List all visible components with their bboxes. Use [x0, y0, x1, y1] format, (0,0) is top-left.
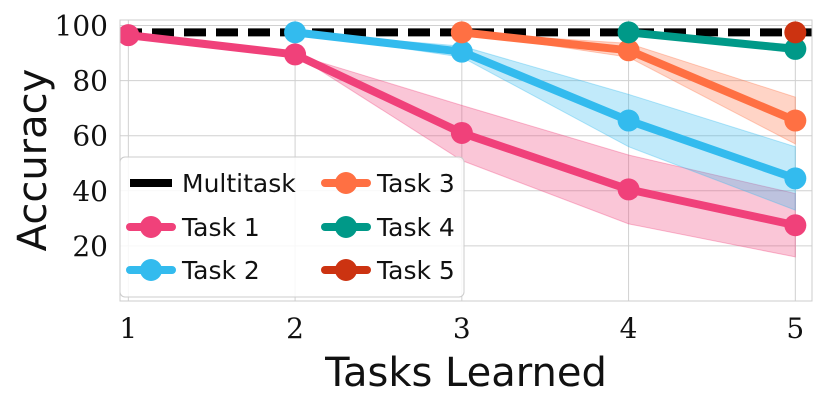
legend-label-task-5: Task 5	[376, 256, 455, 285]
data-point-task-4	[617, 21, 640, 44]
data-point-task-3	[784, 109, 807, 132]
x-tick-label: 5	[786, 312, 804, 345]
series-line-task-4	[624, 28, 800, 53]
y-tick-label: 100	[55, 10, 108, 43]
data-point-task-4	[784, 37, 807, 60]
data-point-task-5	[784, 21, 807, 44]
data-point-task-1	[284, 43, 307, 66]
data-point-task-2	[617, 109, 640, 132]
legend: Multitask Task 1 Task 2 Task 3 Task 4 Task 5	[119, 156, 465, 298]
y-tick-label: 80	[72, 65, 108, 98]
data-point-task-2	[784, 167, 807, 190]
legend-marker-task-5	[335, 259, 357, 281]
tick-labels: 1 2 3 4 5 20 40 60 80 100	[55, 10, 805, 345]
legend-label-task-1: Task 1	[181, 213, 260, 242]
data-point-task-3	[450, 21, 473, 44]
data-point-task-2	[450, 40, 473, 63]
legend-marker-task-2	[140, 259, 162, 281]
y-tick-label: 20	[72, 230, 108, 263]
y-axis-title: Accuracy	[10, 69, 56, 252]
legend-marker-task-3	[335, 172, 357, 194]
series-line-task-2	[291, 28, 800, 183]
series-lines	[120, 21, 812, 237]
data-point-task-1	[784, 214, 807, 237]
x-tick-label: 1	[119, 312, 137, 345]
x-axis-title: Tasks Learned	[324, 350, 607, 396]
data-point-task-2	[284, 21, 307, 44]
data-point-task-1	[617, 178, 640, 201]
data-point-task-3	[617, 39, 640, 62]
y-tick-label: 40	[72, 175, 108, 208]
data-point-task-1	[120, 24, 140, 47]
x-tick-label: 3	[453, 312, 471, 345]
legend-box	[119, 156, 465, 298]
legend-marker-task-4	[335, 216, 357, 238]
x-tick-label: 2	[286, 312, 304, 345]
legend-label-task-3: Task 3	[376, 169, 455, 198]
legend-label-task-4: Task 4	[376, 213, 455, 242]
y-tick-label: 60	[72, 120, 108, 153]
legend-marker-task-1	[140, 216, 162, 238]
data-point-task-1	[450, 121, 473, 144]
x-tick-label: 4	[620, 312, 638, 345]
legend-label-multitask: Multitask	[182, 169, 296, 198]
legend-label-task-2: Task 2	[181, 256, 260, 285]
